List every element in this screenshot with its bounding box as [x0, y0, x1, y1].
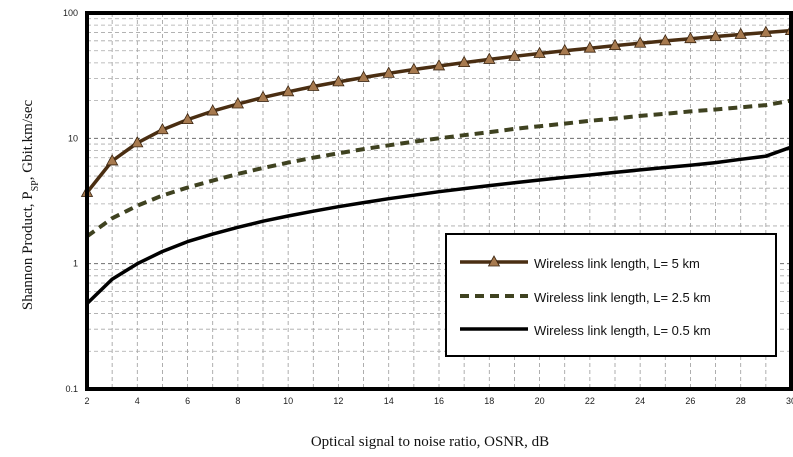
- series-marker-0: [382, 66, 395, 78]
- y-tick-label: 1: [73, 259, 78, 269]
- x-tick-label: 6: [185, 396, 190, 406]
- x-tick-label: 18: [484, 396, 494, 406]
- series-marker-0: [181, 112, 194, 125]
- y-tick-label: 0.1: [65, 384, 78, 394]
- series-marker-0: [131, 136, 144, 148]
- series-marker-0: [659, 34, 672, 46]
- x-axis-title: Optical signal to noise ratio, OSNR, dB: [311, 434, 549, 450]
- y-axis-title-sub: SP: [30, 180, 41, 192]
- y-axis-title: Shannon Product, PSP, Gbit.km/sec: [20, 100, 41, 311]
- series-marker-0: [583, 41, 597, 53]
- x-tick-label: 16: [434, 396, 444, 406]
- plot-frame: [85, 11, 793, 391]
- y-axis-title-main: Shannon Product, P: [20, 191, 36, 310]
- legend-samples: [460, 255, 528, 331]
- series-marker-0: [432, 59, 446, 71]
- series-marker-0: [281, 84, 295, 97]
- series-marker-0: [608, 38, 622, 51]
- series-marker-0: [508, 49, 521, 61]
- legend: Wireless link length, L= 5 km Wireless l…: [445, 233, 777, 357]
- series-marker-0: [357, 70, 370, 82]
- x-tick-label: 10: [283, 396, 293, 406]
- series-marker-0: [684, 31, 697, 44]
- x-tick-label: 12: [333, 396, 343, 406]
- series-layer: [80, 23, 793, 305]
- x-tick-label: 22: [585, 396, 595, 406]
- x-tick-label: 2: [84, 396, 89, 406]
- legend-label-0-5km: Wireless link length, L= 0.5 km: [534, 323, 711, 338]
- series-marker-0: [558, 43, 571, 56]
- series-marker-0: [332, 75, 345, 87]
- x-tick-label: 24: [635, 396, 645, 406]
- series-marker-0: [256, 90, 270, 102]
- y-tick-label: 10: [68, 133, 78, 143]
- series-marker-0: [156, 122, 169, 135]
- legend-sample-marker-0: [487, 255, 501, 267]
- series-marker-0: [307, 79, 320, 91]
- series-marker-0: [734, 27, 747, 39]
- legend-box: [445, 233, 777, 357]
- series-marker-0: [206, 104, 219, 116]
- series-line-1: [85, 98, 792, 239]
- series-marker-0: [105, 154, 119, 166]
- legend-label-5km: Wireless link length, L= 5 km: [534, 256, 700, 271]
- x-tick-label: 14: [384, 396, 394, 406]
- x-tick-label: 8: [235, 396, 240, 406]
- series-marker-0: [759, 25, 773, 37]
- series-line-2: [85, 145, 792, 305]
- series-marker-0: [709, 29, 722, 41]
- x-tick-label: 4: [135, 396, 140, 406]
- y-tick-label: 100: [63, 8, 78, 18]
- series-marker-0: [483, 52, 496, 64]
- series-marker-0: [407, 62, 421, 74]
- x-tick-label: 28: [736, 396, 746, 406]
- series-marker-0: [457, 55, 471, 68]
- x-tick-label: 30: [786, 396, 793, 406]
- series-marker-0: [633, 36, 647, 48]
- x-tick-label: 26: [685, 396, 695, 406]
- x-tick-label: 20: [535, 396, 545, 406]
- y-axis-title-unit: , Gbit.km/sec: [20, 100, 36, 181]
- series-marker-0: [533, 46, 546, 58]
- legend-label-2-5km: Wireless link length, L= 2.5 km: [534, 290, 711, 305]
- series-marker-0: [231, 97, 245, 109]
